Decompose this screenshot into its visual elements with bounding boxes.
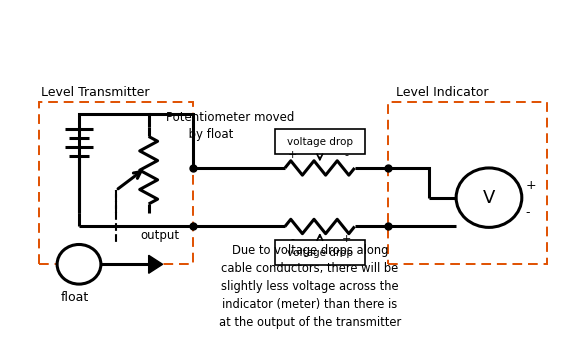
Text: Level Indicator: Level Indicator <box>396 86 489 99</box>
Text: -: - <box>291 234 295 244</box>
Polygon shape <box>149 255 163 273</box>
Text: Level Transmitter: Level Transmitter <box>41 86 150 99</box>
Bar <box>39 102 194 264</box>
Text: -: - <box>345 150 348 160</box>
Text: Due to voltage drops along
cable conductors, there will be
slightly less voltage: Due to voltage drops along cable conduct… <box>219 244 401 329</box>
Text: +: + <box>342 234 351 244</box>
Circle shape <box>456 168 522 227</box>
Bar <box>275 240 365 265</box>
Circle shape <box>57 244 101 284</box>
Text: +: + <box>526 178 537 191</box>
Text: +: + <box>288 150 298 160</box>
Text: voltage drop: voltage drop <box>287 248 353 258</box>
Text: float: float <box>61 291 90 304</box>
Bar <box>275 129 365 154</box>
Text: V: V <box>483 189 495 207</box>
Text: output: output <box>141 229 180 242</box>
Bar <box>388 102 547 264</box>
Text: voltage drop: voltage drop <box>287 137 353 147</box>
Text: Potentiometer moved
      by float: Potentiometer moved by float <box>166 111 294 141</box>
Text: -: - <box>526 206 530 219</box>
